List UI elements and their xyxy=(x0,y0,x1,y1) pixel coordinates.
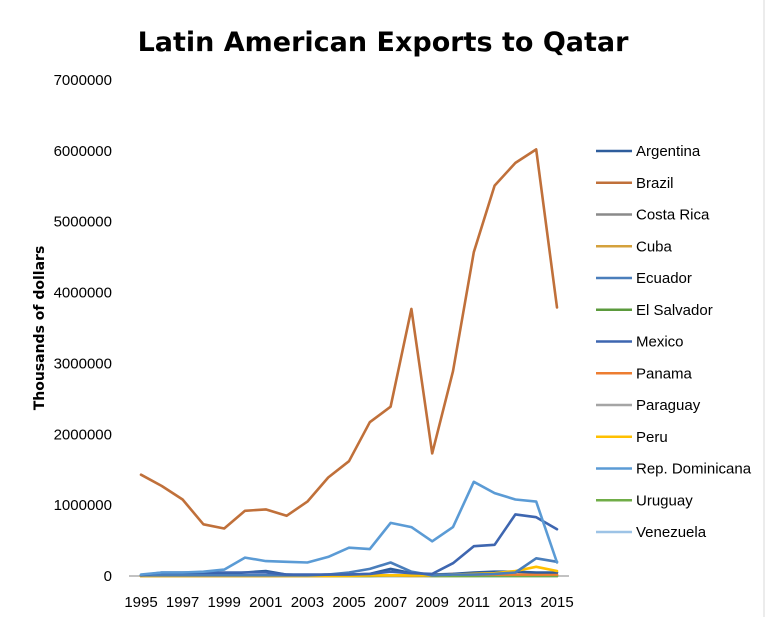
legend-item-mexico: Mexico xyxy=(596,334,684,351)
legend-label: Cuba xyxy=(636,238,673,255)
y-tick-labels: 0 1000000 2000000 3000000 4000000 5000000 6000… xyxy=(54,72,112,585)
legend-label: Mexico xyxy=(636,334,684,351)
x-tick-label: 2005 xyxy=(332,594,365,611)
legend-item-cuba: Cuba xyxy=(596,238,673,255)
legend-item-brazil: Brazil xyxy=(596,175,674,192)
y-axis-label: Thousands of dollars xyxy=(32,246,48,411)
x-tick-label: 2011 xyxy=(458,594,490,611)
legend-label: Venezuela xyxy=(636,524,707,541)
legend-item-costa-rica: Costa Rica xyxy=(596,207,710,224)
legend-item-uruguay: Uruguay xyxy=(596,492,693,509)
x-tick-label: 1995 xyxy=(124,594,157,611)
legend-label: Argentina xyxy=(636,143,701,160)
x-tick-label: 2001 xyxy=(249,594,282,611)
series-line-mexico xyxy=(139,513,559,577)
y-tick-label: 2000000 xyxy=(54,426,112,443)
legend-label: Ecuador xyxy=(636,270,692,287)
y-tick-label: 3000000 xyxy=(54,355,112,372)
y-tick-label: 6000000 xyxy=(54,143,112,160)
legend-item-ecuador: Ecuador xyxy=(596,270,692,287)
x-tick-label: 2007 xyxy=(374,594,407,611)
x-tick-label: 1999 xyxy=(208,594,241,611)
legend-label: Peru xyxy=(636,429,668,446)
x-tick-label: 2015 xyxy=(540,594,573,611)
x-tick-label: 2009 xyxy=(416,594,449,611)
legend-item-venezuela: Venezuela xyxy=(596,524,707,541)
series-lines xyxy=(139,148,559,578)
legend-item-paraguay: Paraguay xyxy=(596,397,701,414)
y-tick-label: 1000000 xyxy=(54,497,112,514)
legend-label: Paraguay xyxy=(636,397,701,414)
legend-item-el-salvador: El Salvador xyxy=(596,302,713,319)
y-tick-label: 5000000 xyxy=(54,214,112,231)
legend-item-peru: Peru xyxy=(596,429,668,446)
legend-label: Brazil xyxy=(636,175,674,192)
chart-title: Latin American Exports to Qatar xyxy=(138,27,630,58)
x-tick-label: 2003 xyxy=(291,594,324,611)
legend: Argentina Brazil Costa Rica Cuba Ecuador El S… xyxy=(596,143,752,541)
legend-label: Rep. Dominicana xyxy=(636,461,752,478)
legend-item-argentina: Argentina xyxy=(596,143,701,160)
series-line-rep-dominicana xyxy=(139,480,559,576)
x-tick-label: 2013 xyxy=(499,594,532,611)
y-tick-label: 7000000 xyxy=(54,72,112,89)
x-tick-labels: 1995 1997 1999 2001 2003 2005 2007 2009 2011 2013… xyxy=(124,594,573,611)
series-line-ecuador xyxy=(139,556,559,577)
x-tick-label: 1997 xyxy=(166,594,199,611)
legend-label: El Salvador xyxy=(636,302,713,319)
y-tick-label: 0 xyxy=(104,568,112,585)
legend-item-panama: Panama xyxy=(596,365,693,382)
y-tick-label: 4000000 xyxy=(54,285,112,302)
legend-label: Panama xyxy=(636,365,693,382)
legend-label: Costa Rica xyxy=(636,207,710,224)
legend-item-rep-dominicana: Rep. Dominicana xyxy=(596,461,752,478)
series-line-brazil xyxy=(139,148,559,530)
legend-label: Uruguay xyxy=(636,492,693,509)
